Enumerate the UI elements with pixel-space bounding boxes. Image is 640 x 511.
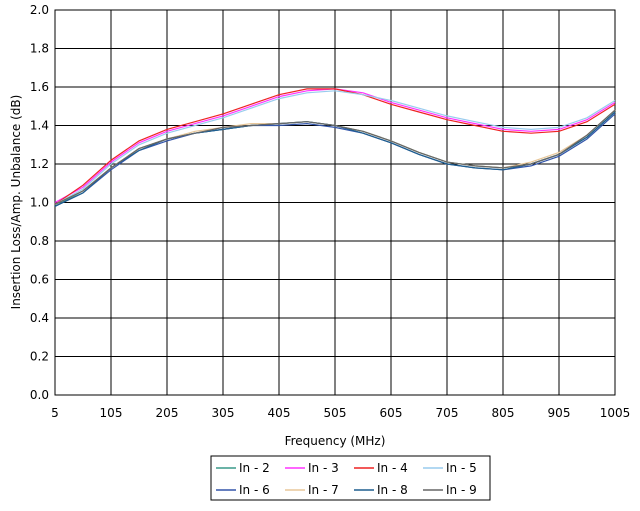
x-tick-label: 905: [548, 406, 571, 420]
y-tick-label: 1.6: [30, 80, 49, 94]
x-tick-label: 5: [51, 406, 59, 420]
y-tick-label: 1.2: [30, 157, 49, 171]
series-line-3: [54, 88, 616, 205]
x-tick-label: 705: [436, 406, 459, 420]
y-tick-label: 0.6: [30, 273, 49, 287]
legend-label-6: In - 7: [308, 483, 339, 497]
y-tick-label: 0.2: [30, 350, 49, 364]
series-line-4: [54, 90, 616, 205]
y-tick-label: 0.8: [30, 234, 49, 248]
series-group: [54, 88, 616, 207]
legend: In - 2 In - 3 In - 4 In - 5 In - 6 In - 7 In -…: [210, 455, 491, 501]
x-tick-label: 505: [324, 406, 347, 420]
legend-label-7: In - 8: [377, 483, 408, 497]
x-tick-label: 605: [380, 406, 403, 420]
x-tick-label: 105: [100, 406, 123, 420]
y-tick-label: 1.0: [30, 196, 49, 210]
legend-label-5: In - 6: [239, 483, 270, 497]
y-tick-label: 1.4: [30, 119, 49, 133]
legend-label-2: In - 3: [308, 461, 339, 475]
x-axis-ticks: 5 105 205 305 405 505 605 705 805 905 1005: [51, 406, 630, 420]
x-tick-label: 305: [212, 406, 235, 420]
x-tick-label: 205: [156, 406, 179, 420]
x-tick-label: 805: [492, 406, 515, 420]
legend-label-1: In - 2: [239, 461, 270, 475]
x-tick-label: 1005: [600, 406, 631, 420]
y-tick-label: 1.8: [30, 42, 49, 56]
y-tick-label: 0.0: [30, 388, 49, 402]
series-line-8: [54, 109, 616, 205]
x-axis-title: Frequency (MHz): [285, 434, 386, 448]
legend-box: [210, 455, 491, 501]
legend-label-3: In - 4: [377, 461, 408, 475]
y-tick-label: 0.4: [30, 311, 49, 325]
y-tick-label: 2.0: [30, 3, 49, 17]
y-axis-ticks: 0.0 0.2 0.4 0.6 0.8 1.0 1.2 1.4 1.6 1.8 2.0: [30, 3, 49, 402]
legend-label-4: In - 5: [446, 461, 477, 475]
y-axis-title: Insertion Loss/Amp. Unbalance (dB): [9, 95, 23, 310]
legend-label-8: In - 9: [446, 483, 477, 497]
x-tick-label: 405: [268, 406, 291, 420]
